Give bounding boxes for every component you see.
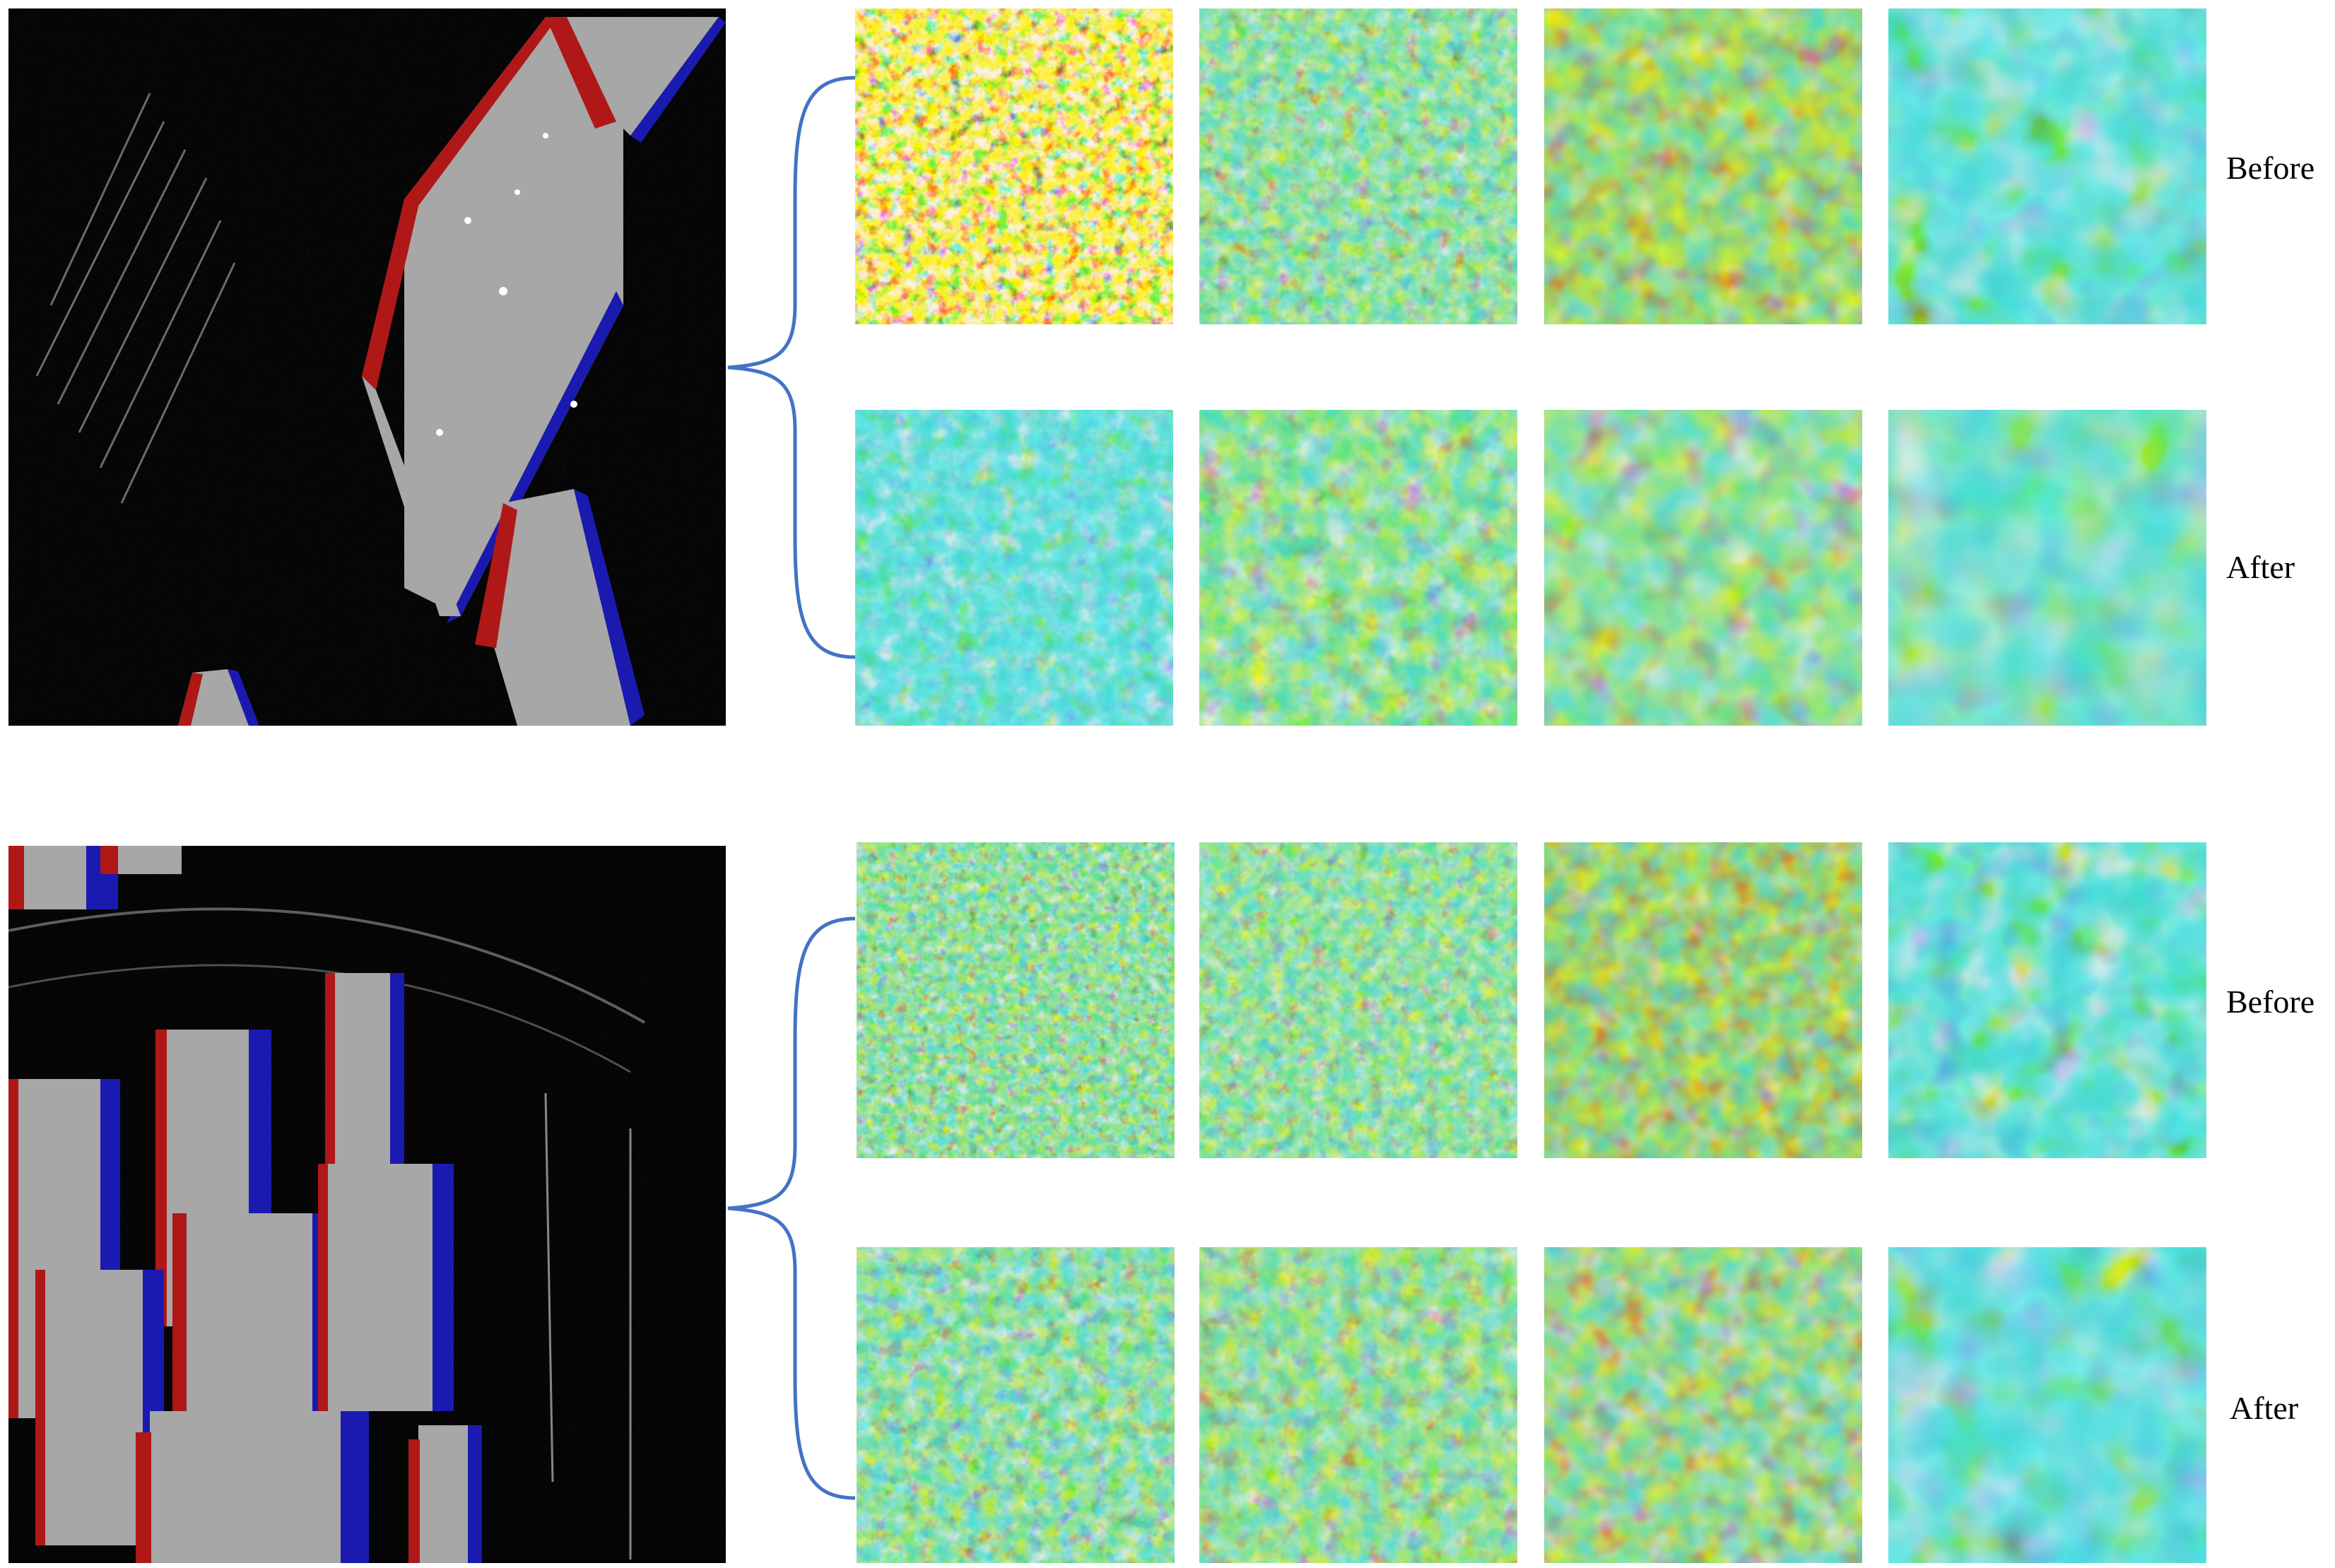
row-label-top-after: After [2226,549,2295,585]
sar-image-bottom [8,846,726,1563]
heatmap-bottom-after-3 [1544,1247,1862,1563]
heatmap-bottom-before-1 [857,842,1175,1158]
heatmap-top-after-4 [1888,410,2206,726]
heatmap-top-before-1 [855,8,1173,324]
heatmap-bottom-before-2 [1199,842,1517,1158]
brace-top [727,76,856,659]
row-label-top-before: Before [2226,150,2315,186]
heatmap-bottom-after-1 [857,1247,1175,1563]
heatmap-bottom-after-2 [1199,1247,1517,1563]
heatmap-top-after-3 [1544,410,1862,726]
heatmap-top-before-2 [1199,8,1517,324]
row-label-bottom-before: Before [2226,984,2315,1020]
row-label-bottom-after: After [2230,1390,2299,1426]
heatmap-bottom-before-4 [1888,842,2206,1158]
heatmap-top-before-4 [1888,8,2206,324]
heatmap-bottom-before-3 [1544,842,1862,1158]
sar-image-top [8,8,726,726]
heatmap-top-before-3 [1544,8,1862,324]
heatmap-top-after-1 [855,410,1173,726]
heatmap-bottom-after-4 [1888,1247,2206,1563]
brace-bottom [727,916,856,1500]
heatmap-top-after-2 [1199,410,1517,726]
